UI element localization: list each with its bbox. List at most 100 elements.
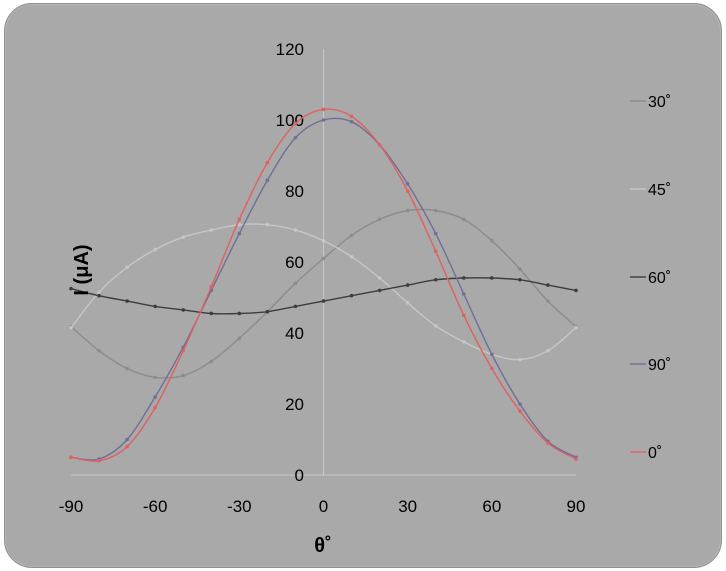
y-axis-title: I (μA) (71, 244, 93, 295)
data-point (377, 217, 382, 222)
x-tick-label: -90 (59, 497, 84, 516)
legend-label: 45˚ (648, 182, 671, 199)
legend-label: 60˚ (648, 270, 671, 287)
x-tick-labels: -90 -60 -30 0 30 60 90 (59, 497, 586, 516)
series-0deg (69, 107, 578, 463)
legend-item-0deg: 0˚ (630, 445, 662, 462)
data-point (209, 359, 214, 364)
data-point (237, 231, 242, 236)
data-point (349, 254, 354, 259)
y-tick-label: 100 (276, 111, 304, 130)
data-point (209, 311, 214, 316)
x-tick-label: 30 (398, 497, 417, 516)
data-point (546, 348, 550, 353)
data-point (490, 238, 494, 243)
data-point (433, 324, 438, 328)
data-point (461, 313, 466, 318)
legend: 30˚ 45˚ 60˚ 90˚ 0˚ (630, 94, 671, 462)
data-point (237, 217, 242, 222)
data-point (490, 366, 494, 371)
data-point (181, 235, 186, 239)
data-point (321, 107, 326, 112)
data-point (125, 299, 129, 303)
y-tick-label: 80 (285, 182, 304, 201)
data-point (321, 256, 326, 261)
data-point (349, 233, 354, 238)
x-tick-label: 0 (319, 497, 328, 516)
data-point (97, 293, 101, 298)
data-point (574, 288, 578, 293)
data-point (153, 304, 157, 309)
data-point (97, 348, 101, 353)
data-point (461, 276, 466, 280)
data-point (405, 182, 410, 186)
data-point (125, 265, 129, 270)
x-tick-label: -60 (143, 497, 168, 516)
legend-item-60deg: 60˚ (630, 270, 671, 287)
data-point (377, 288, 382, 293)
data-point (237, 222, 242, 227)
series-60deg (69, 276, 578, 316)
data-point (69, 455, 73, 460)
data-point (405, 283, 410, 287)
data-point (405, 301, 410, 305)
chart-panel (4, 3, 722, 568)
data-point (574, 325, 578, 330)
data-point (546, 283, 550, 287)
data-point (405, 208, 410, 213)
data-point (377, 276, 382, 280)
data-point (265, 222, 270, 227)
y-tick-label: 0 (295, 466, 304, 485)
data-point (237, 311, 242, 316)
data-point (125, 437, 129, 442)
y-tick-labels: 0 20 40 60 80 100 120 (276, 40, 304, 485)
data-point (349, 119, 354, 124)
data-point (209, 285, 214, 289)
data-point (181, 308, 186, 312)
data-point (490, 352, 494, 357)
data-point (518, 357, 522, 362)
data-point (461, 340, 466, 344)
x-tick-label: -30 (227, 497, 252, 516)
y-tick-label: 120 (276, 40, 304, 59)
legend-label: 30˚ (648, 94, 671, 111)
data-point (377, 143, 382, 147)
series-layer (69, 107, 578, 463)
data-point (153, 395, 157, 399)
legend-item-45deg: 45˚ (630, 182, 671, 199)
legend-label: 90˚ (648, 357, 671, 374)
data-point (433, 249, 438, 254)
data-point (153, 405, 157, 410)
data-point (265, 309, 270, 314)
data-point (125, 366, 129, 371)
data-point (181, 373, 186, 378)
data-point (321, 238, 326, 243)
data-point (405, 189, 410, 193)
x-tick-label: 60 (482, 497, 501, 516)
legend-label: 0˚ (648, 445, 662, 462)
series-30deg (69, 208, 578, 380)
data-point (574, 457, 578, 461)
data-point (97, 459, 101, 463)
data-point (546, 441, 550, 445)
y-tick-label: 20 (285, 395, 304, 414)
data-point (293, 135, 298, 140)
data-point (461, 217, 466, 222)
data-point (209, 228, 214, 232)
data-point (349, 293, 354, 298)
data-point (461, 292, 466, 296)
data-point (518, 409, 522, 413)
data-point (518, 402, 522, 406)
data-point (518, 267, 522, 271)
data-point (265, 160, 270, 165)
data-point (237, 336, 242, 341)
data-point (153, 247, 157, 252)
data-point (490, 276, 494, 280)
legend-item-30deg: 30˚ (630, 94, 671, 111)
data-point (321, 118, 326, 122)
data-point (433, 231, 438, 236)
data-point (69, 286, 73, 291)
data-point (181, 348, 186, 353)
data-point (321, 299, 326, 303)
y-tick-label: 60 (285, 253, 304, 272)
